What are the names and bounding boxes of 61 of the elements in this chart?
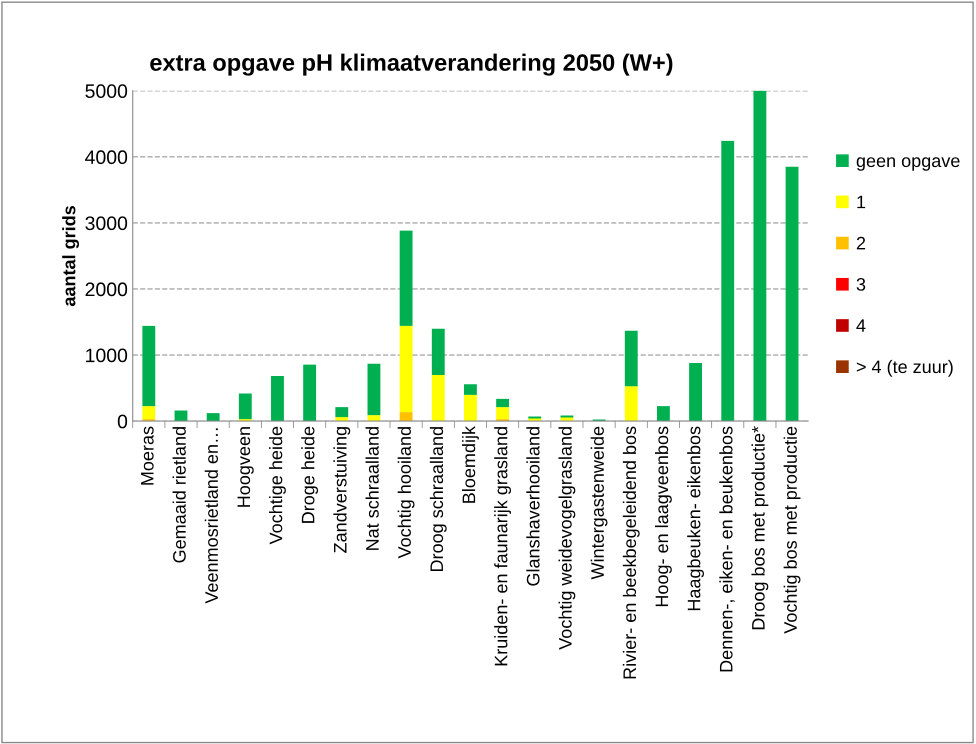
bar	[142, 326, 156, 406]
y-tick-label: 3000	[85, 216, 128, 230]
bar	[271, 376, 284, 422]
x-tick-label: Vochtig hooiland	[398, 427, 415, 558]
x-tick-label: Dennen-, eiken- en beukenbos	[719, 426, 735, 672]
bar	[496, 398, 510, 408]
legend-label: 4	[856, 319, 866, 332]
bar	[786, 166, 798, 422]
legend-label: > 4 (te zuur)	[856, 360, 953, 377]
y-tick-label: 1000	[86, 348, 128, 362]
y-tick-label: 0	[118, 414, 128, 428]
x-tick-label: Hoogveen	[238, 427, 254, 507]
x-tick-label: Droog bos met productie*	[751, 426, 768, 630]
x-tick-label: Zandverstuiving	[333, 427, 350, 553]
x-tick-label: Veenmosrietland en…	[204, 428, 218, 604]
bar	[432, 328, 445, 375]
bar	[400, 230, 413, 326]
bar	[335, 407, 348, 418]
x-tick-label: Hoog- en laagveenbos	[654, 426, 672, 606]
x-tick-label: Droog schraalland	[430, 427, 447, 572]
bar	[496, 407, 510, 420]
x-tick-label: Gemaaid rietland	[172, 427, 186, 563]
bar	[624, 386, 638, 422]
chart-title: extra opgave pH klimaatverandering 2050 (W+)	[150, 54, 672, 76]
x-tick-label: Vochtige heide	[269, 426, 286, 544]
y-tick-label: 2000	[86, 282, 128, 296]
x-tick-label: Moeras	[141, 426, 154, 485]
bar	[721, 140, 734, 422]
x-tick-label: Kruiden- en faunarijk grasland	[494, 427, 512, 666]
legend-label: 2	[856, 236, 866, 250]
x-tick-label: Haagbeuken- eikenbos	[687, 426, 704, 610]
x-tick-label: Vochtig bos met productie	[784, 426, 800, 634]
bar	[400, 326, 413, 412]
x-tick-label: Bloemdijk	[462, 426, 479, 503]
bar	[432, 374, 445, 422]
bar	[368, 364, 380, 416]
y-axis-title: aantal grids	[62, 206, 80, 306]
bar	[656, 406, 670, 422]
legend-label: geen opgave	[856, 157, 960, 171]
x-tick-label: Wintergastenweide	[590, 426, 608, 580]
bar	[303, 364, 316, 422]
x-tick-label: Glanshaverhooiland	[526, 427, 540, 586]
bar	[400, 412, 413, 422]
bar	[624, 330, 638, 386]
bar	[142, 406, 156, 420]
bar	[206, 413, 220, 422]
bar	[464, 384, 477, 395]
x-tick-label: Droge heide	[301, 426, 318, 523]
bar	[238, 394, 252, 420]
bar	[753, 90, 766, 422]
bar	[174, 410, 188, 422]
x-tick-label: Vochtig weidevogelgrasland	[558, 427, 576, 650]
x-tick-label: Rivier- en beekbegeleidend bos	[622, 426, 640, 678]
bar	[464, 394, 477, 422]
bar	[368, 415, 380, 422]
legend-label: 1	[857, 196, 866, 208]
bar	[689, 363, 702, 422]
y-tick-label: 5000	[85, 84, 128, 98]
legend-label: 3	[856, 278, 866, 291]
y-tick-label: 4000	[85, 150, 128, 164]
x-tick-label: Nat schraalland	[366, 427, 379, 550]
